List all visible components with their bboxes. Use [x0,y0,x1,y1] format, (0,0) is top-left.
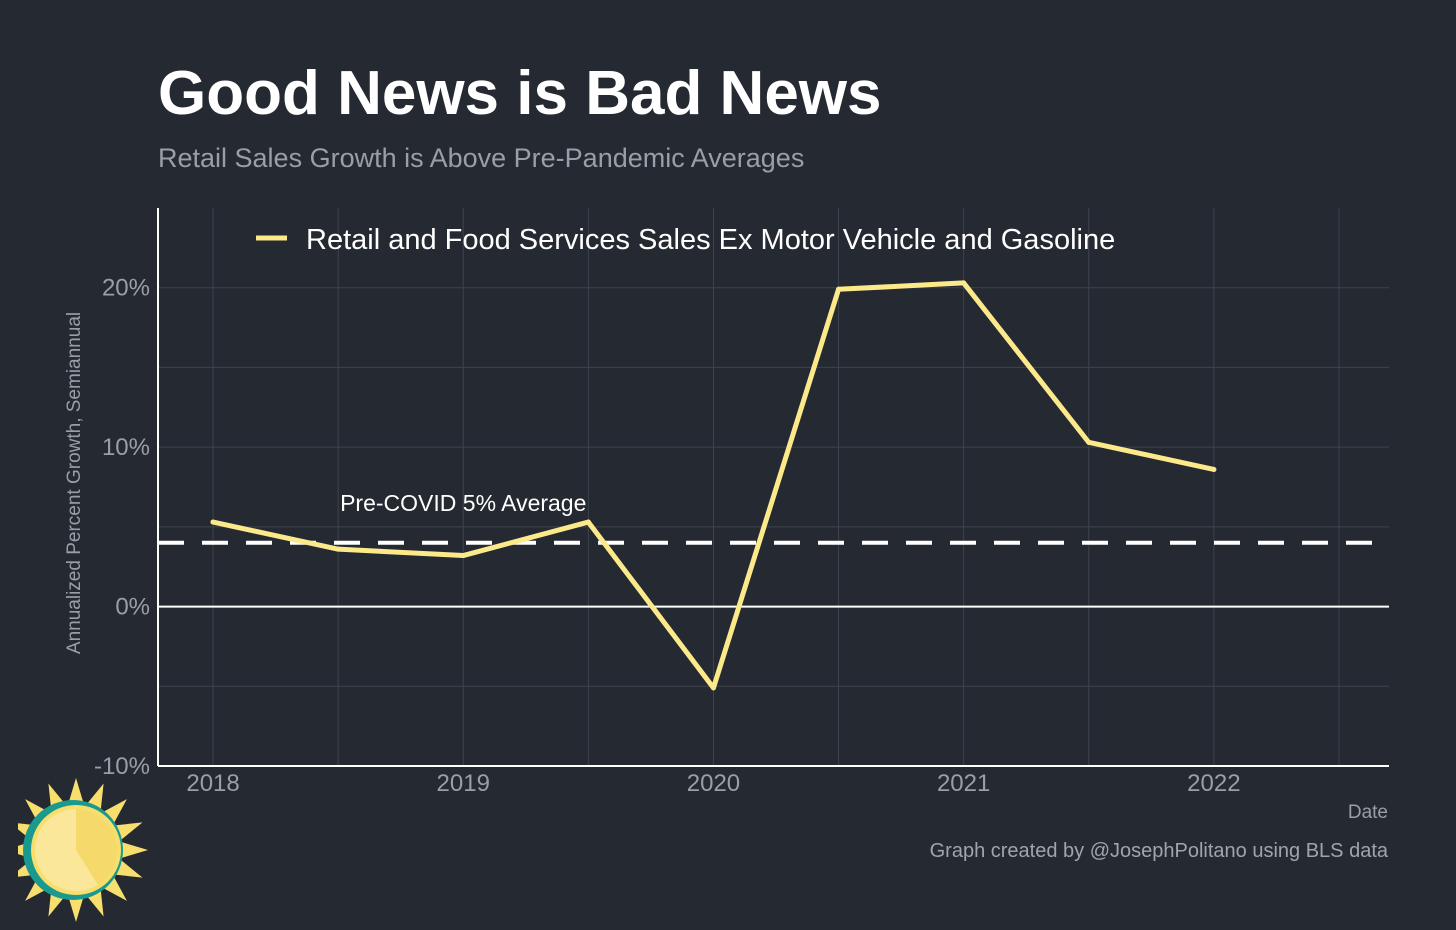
y-axis-title: Annualized Percent Growth, Semiannual [64,312,85,654]
x-tick-label: 2018 [186,770,239,797]
axes [157,208,1389,767]
y-tick-label: -10% [94,753,150,780]
x-tick-label: 2019 [437,770,490,797]
data-point [1086,439,1092,445]
chart-title: Good News is Bad News [158,59,882,128]
legend-label: Retail and Food Services Sales Ex Motor … [306,224,1115,256]
data-point [585,519,591,525]
y-tick-label: 0% [115,594,150,621]
data-point [335,546,341,552]
reference-line-label: Pre-COVID 5% Average [340,490,586,516]
tick-labels: 2018 2019 2020 2021 2022 -10% 0% 10% 20% Date Annu… [64,275,1388,823]
x-axis-title: Date [1348,802,1388,823]
y-tick-label: 10% [102,434,150,461]
series-layer [210,280,1217,691]
data-point [961,280,967,286]
x-tick-label: 2022 [1187,770,1240,797]
data-point [460,553,466,559]
y-tick-label: 20% [102,275,150,302]
grid [158,208,1389,767]
data-point [210,519,216,525]
legend: Retail and Food Services Sales Ex Motor … [256,224,1115,256]
data-point [836,286,842,292]
source-caption: Graph created by @JosephPolitano using B… [929,840,1388,862]
chart-subtitle: Retail Sales Growth is Above Pre-Pandemi… [158,143,805,173]
data-point [1211,466,1217,472]
data-point [710,685,716,691]
x-tick-label: 2021 [937,770,990,797]
sun-logo-icon [18,778,148,922]
reference-layer: Pre-COVID 5% Average [158,490,1389,545]
x-tick-label: 2020 [687,770,740,797]
